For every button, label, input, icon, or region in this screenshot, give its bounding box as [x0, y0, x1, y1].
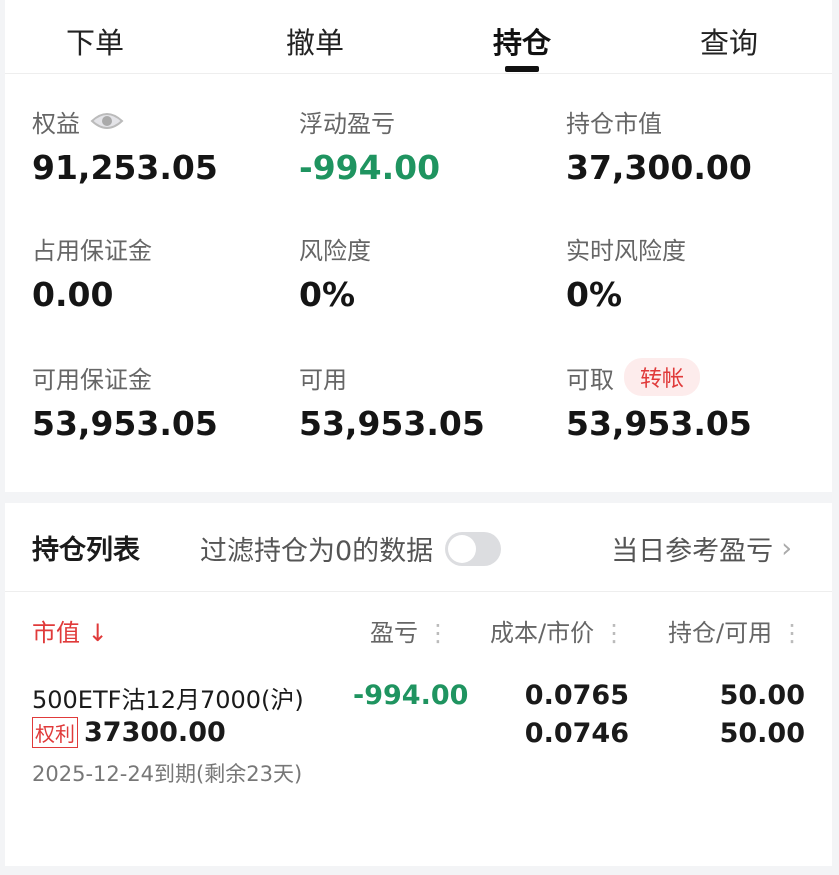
filter-zero-positions: 过滤持仓为0的数据: [200, 529, 502, 568]
realtime-risk: 实时风险度 0%: [566, 233, 686, 315]
col-market-value[interactable]: 市值 ↓: [32, 619, 108, 647]
risk: 风险度 0%: [299, 233, 371, 315]
risk-value: 0%: [299, 275, 356, 314]
col-cost-price[interactable]: 成本/市价 ⋮: [490, 613, 626, 648]
cost: 0.0765: [524, 680, 629, 711]
tab-cancel[interactable]: 撤单: [285, 26, 344, 60]
risk-label: 风险度: [299, 236, 371, 265]
margin-used: 占用保证金 0.00: [32, 233, 152, 315]
filter-label: 过滤持仓为0的数据: [200, 536, 434, 567]
daily-ref-pnl-link[interactable]: 当日参考盈亏 ›: [611, 529, 792, 568]
more-icon: ⋮: [426, 619, 450, 647]
equity-label: 权益: [32, 109, 80, 138]
more-icon: ⋮: [780, 619, 805, 647]
col-pnl-label: 盈亏: [370, 619, 418, 647]
withdrawable-label: 可取: [566, 365, 614, 394]
hold: 50.00: [719, 680, 805, 711]
col-hold-label: 持仓/可用: [668, 619, 773, 647]
eye-icon[interactable]: [90, 109, 124, 133]
available: 可用 53,953.05: [299, 362, 485, 444]
position-value: 持仓市值 37,300.00: [566, 106, 752, 188]
active-tab-indicator: [505, 66, 539, 72]
realtime-risk-label: 实时风险度: [566, 236, 686, 265]
divider: [5, 591, 832, 592]
position-value-value: 37,300.00: [566, 148, 752, 187]
filter-toggle[interactable]: [445, 531, 502, 566]
positions-title: 持仓列表: [32, 535, 140, 566]
available-label: 可用: [299, 365, 347, 394]
withdrawable-value: 53,953.05: [566, 404, 752, 443]
tab-query[interactable]: 查询: [699, 26, 758, 60]
margin-available-label: 可用保证金: [32, 365, 152, 394]
margin-available: 可用保证金 53,953.05: [32, 362, 218, 444]
more-icon: ⋮: [602, 619, 627, 647]
floating-pnl-label: 浮动盈亏: [299, 109, 395, 138]
tab-positions[interactable]: 持仓: [492, 26, 551, 60]
col-hold-avail[interactable]: 持仓/可用 ⋮: [668, 613, 804, 648]
contract-name: 500ETF沽12月7000(沪): [32, 686, 304, 714]
col-pnl[interactable]: 盈亏 ⋮: [370, 613, 450, 648]
market-value: 37300.00: [84, 717, 226, 748]
tab-order[interactable]: 下单: [65, 26, 124, 60]
expiry: 2025-12-24到期(剩余23天): [32, 762, 303, 786]
avail: 50.00: [719, 718, 805, 749]
margin-used-value: 0.00: [32, 275, 114, 314]
position-value-label: 持仓市值: [566, 109, 662, 138]
col-cost-label: 成本/市价: [490, 619, 595, 647]
margin-available-value: 53,953.05: [32, 404, 218, 443]
transfer-button[interactable]: 转帐: [624, 358, 701, 396]
daily-ref-label: 当日参考盈亏: [611, 536, 774, 567]
realtime-risk-value: 0%: [566, 275, 623, 314]
account-summary: 下单 撤单 持仓 查询 权益 91,253.05 浮动盈亏 -994.00 持仓…: [5, 0, 832, 492]
price: 0.0746: [524, 718, 629, 749]
margin-used-label: 占用保证金: [32, 236, 152, 265]
equity: 权益 91,253.05: [32, 106, 218, 188]
right-tag: 权利: [32, 717, 78, 748]
positions-list: 持仓列表 过滤持仓为0的数据 当日参考盈亏 › 市值 ↓ 盈亏 ⋮ 成本/市价 ⋮ …: [5, 503, 832, 866]
withdrawable: 可取 转帐 53,953.05: [566, 358, 752, 443]
floating-pnl: 浮动盈亏 -994.00: [299, 106, 441, 188]
available-value: 53,953.05: [299, 404, 485, 443]
pnl: -994.00: [353, 680, 469, 711]
tab-bar: 下单 撤单 持仓 查询: [5, 0, 832, 74]
equity-value: 91,253.05: [32, 148, 218, 187]
floating-pnl-value: -994.00: [299, 148, 441, 187]
chevron-right-icon: ›: [781, 533, 792, 564]
